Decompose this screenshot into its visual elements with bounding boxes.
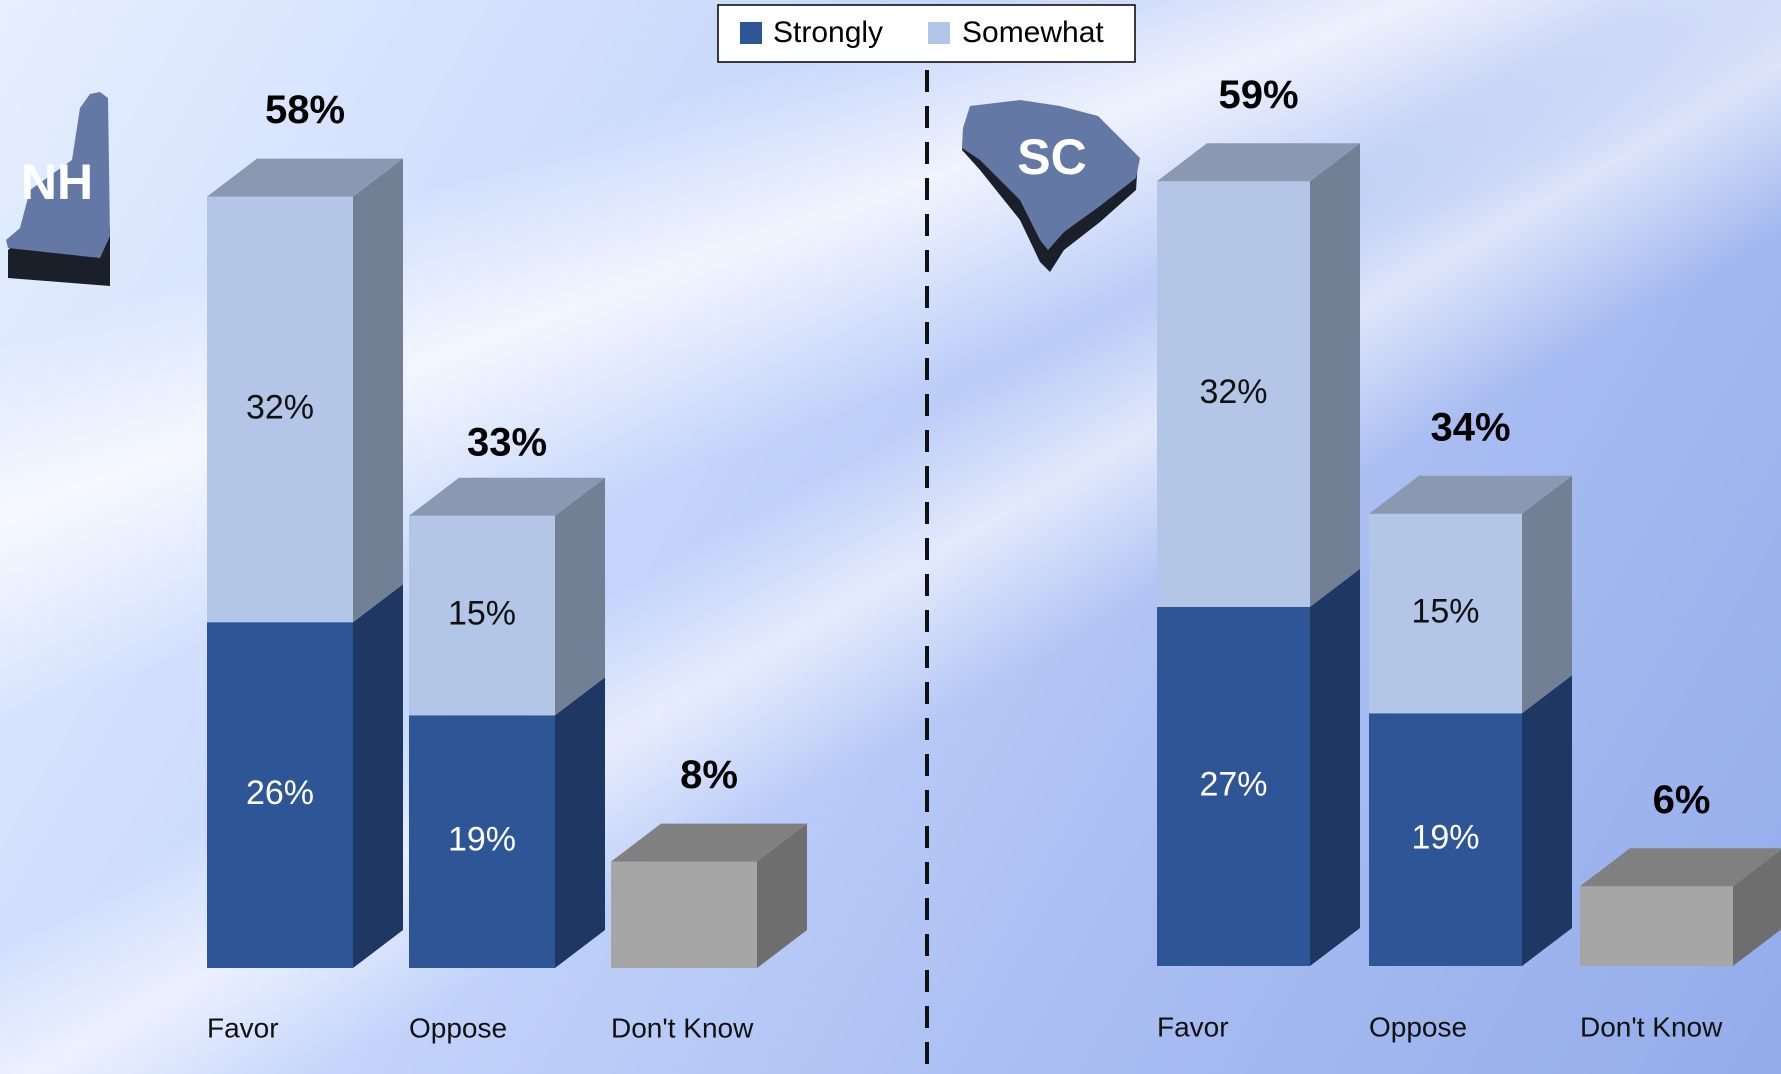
bar <box>409 515 555 716</box>
bar-side <box>1310 568 1360 966</box>
bar <box>1157 181 1310 607</box>
value-label: 27% <box>1199 765 1267 803</box>
state-shape <box>6 92 110 286</box>
value-label: 32% <box>1199 373 1267 411</box>
bar-side <box>1522 475 1572 714</box>
bar <box>1157 606 1310 966</box>
bar <box>409 715 555 968</box>
bar-side <box>353 158 403 623</box>
total-label: 59% <box>1218 73 1298 117</box>
bar-side <box>555 477 605 716</box>
legend-label: Somewhat <box>962 16 1104 49</box>
bar-top <box>207 158 403 197</box>
value-label: 15% <box>1411 593 1479 631</box>
bar-side <box>1310 143 1360 607</box>
bar <box>207 196 353 623</box>
bar-side <box>1733 849 1781 966</box>
bar-top <box>409 477 605 516</box>
total-label: 6% <box>1653 778 1711 822</box>
state-label: NH <box>21 154 93 210</box>
bar-side <box>555 677 605 968</box>
bar-side <box>353 584 403 968</box>
legend-swatch <box>740 22 762 44</box>
bar-top <box>1580 848 1781 887</box>
value-label: 19% <box>448 821 516 859</box>
total-label: 58% <box>265 88 345 132</box>
state-shape <box>962 100 1140 272</box>
value-label: 26% <box>246 774 314 812</box>
x-tick-label: Favor <box>1157 1011 1229 1042</box>
bar-top <box>1369 475 1572 514</box>
x-tick-label: Don't Know <box>1580 1011 1723 1042</box>
value-label: 32% <box>246 388 314 426</box>
legend-label: Strongly <box>773 16 883 49</box>
legend <box>717 4 1136 63</box>
bar <box>611 861 757 968</box>
legend-swatch <box>928 22 950 44</box>
bar-top <box>1157 143 1360 182</box>
bar <box>1369 713 1522 966</box>
x-tick-label: Oppose <box>409 1012 507 1043</box>
total-label: 8% <box>680 753 738 797</box>
bar-side <box>757 823 807 968</box>
total-label: 34% <box>1430 405 1510 449</box>
value-label: 15% <box>448 595 516 633</box>
bar <box>1580 886 1733 966</box>
x-tick-label: Don't Know <box>611 1012 754 1043</box>
value-label: 19% <box>1411 819 1479 857</box>
bar-top <box>611 823 807 862</box>
total-label: 33% <box>467 421 547 465</box>
x-tick-label: Favor <box>207 1012 279 1043</box>
bar <box>1369 513 1522 714</box>
bar <box>207 622 353 968</box>
x-tick-label: Oppose <box>1369 1011 1467 1042</box>
state-label: SC <box>1017 129 1086 185</box>
bar-side <box>1522 675 1572 966</box>
